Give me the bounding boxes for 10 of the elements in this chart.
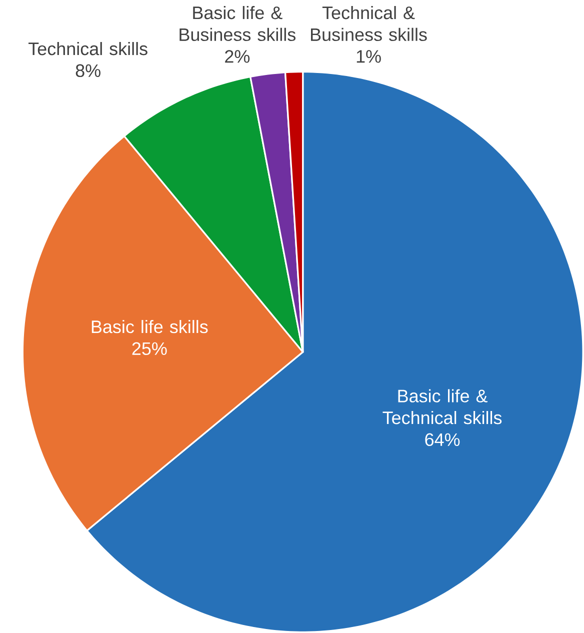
data-label: 1% <box>356 50 381 63</box>
slice-label: Technical & Business skills <box>311 6 427 42</box>
data-label: 2% <box>225 50 250 63</box>
slice-label: Basic life & Business skills <box>180 6 296 42</box>
data-label: 8% <box>76 64 101 78</box>
slice-label: Basic life & Technical skills <box>382 389 502 424</box>
slice-label: Technical skills <box>28 42 148 56</box>
slice-label: Basic life skills <box>92 320 208 334</box>
data-label: 64% <box>425 433 460 446</box>
data-label: 25% <box>132 342 167 355</box>
